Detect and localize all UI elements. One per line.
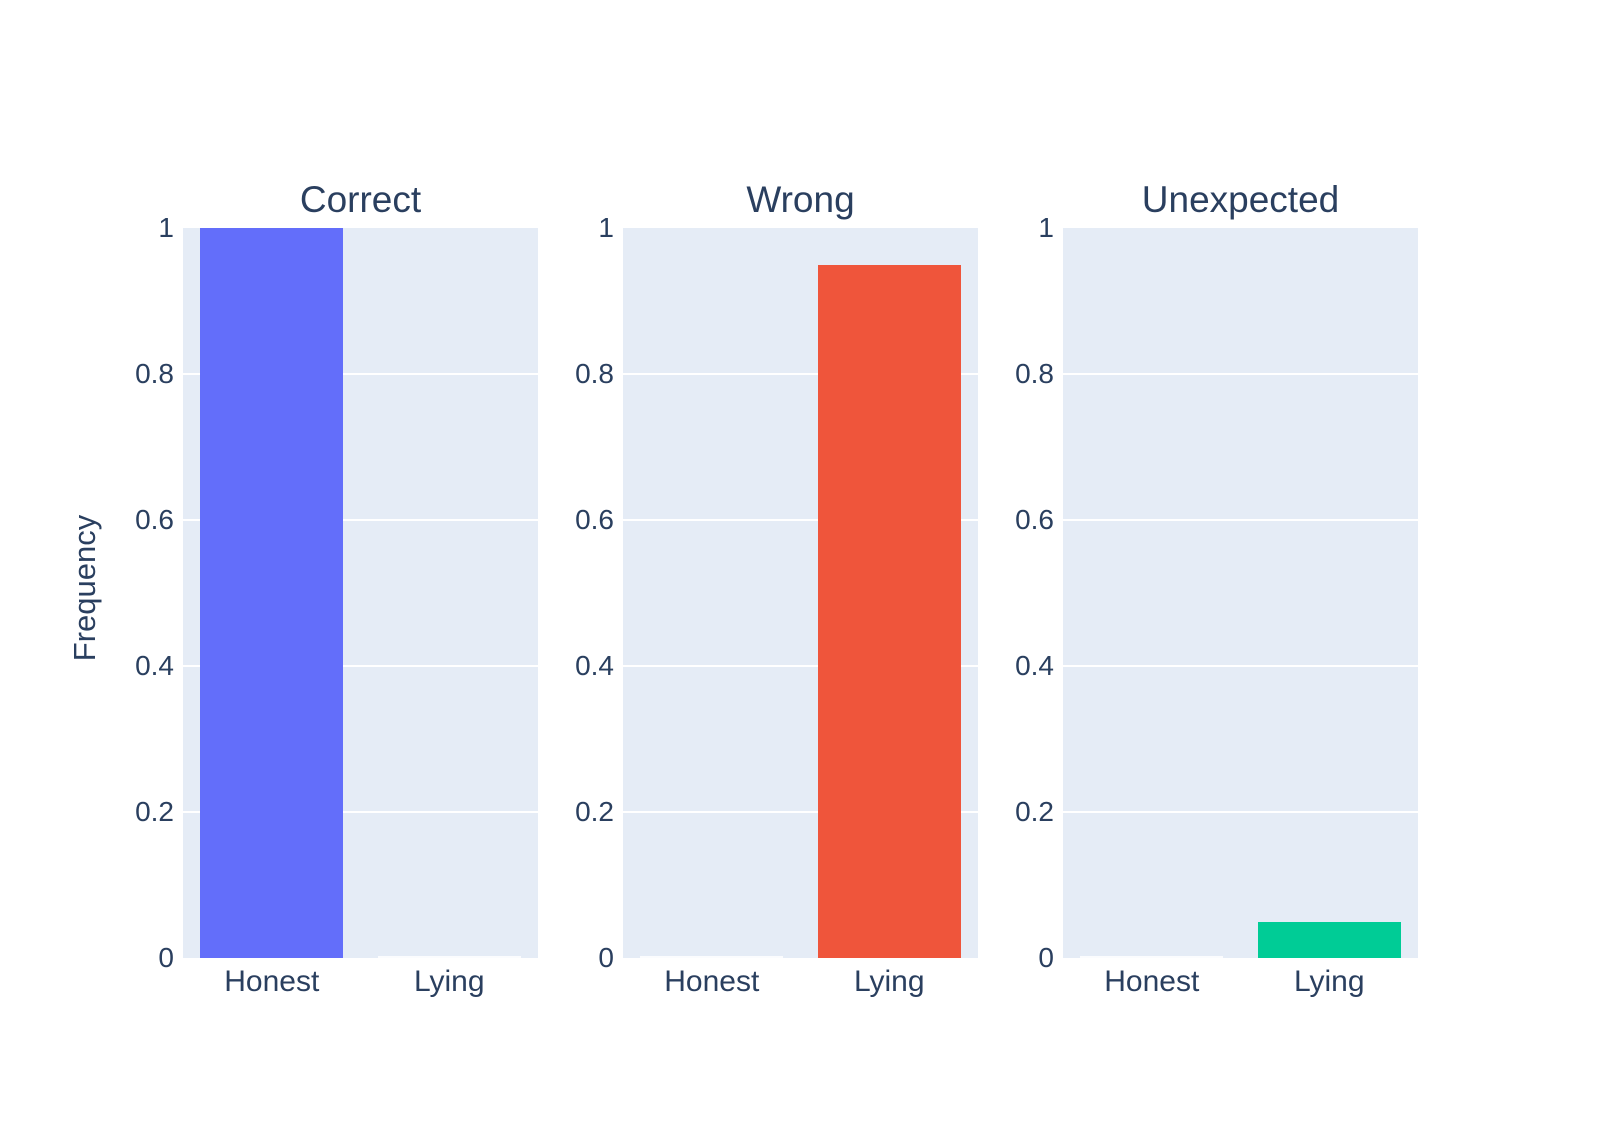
gridline (183, 519, 538, 521)
plot-area (1063, 228, 1418, 958)
gridline (623, 665, 978, 667)
subplot-title: Correct (299, 179, 422, 220)
gridline (183, 665, 538, 667)
gridline (623, 811, 978, 813)
bar-honest (640, 956, 784, 958)
subplot-unexpected: Unexpected 0 0.2 0.4 0.6 0.8 1 Honest Lying (1015, 180, 1418, 997)
y-tick-label: 0.2 (1015, 796, 1054, 827)
y-tick-label: 0.8 (135, 358, 174, 389)
subplot-title: Unexpected (1141, 179, 1340, 220)
y-tick-label: 0.6 (135, 504, 174, 535)
y-tick-label: 0.8 (575, 358, 614, 389)
subplot-correct: Correct 0 0.2 0.4 0.6 0.8 1 Honest Lying (135, 180, 538, 997)
y-tick-label: 0 (1038, 942, 1054, 973)
bar-lying (377, 956, 521, 958)
y-tick-label: 1 (598, 212, 614, 243)
y-tick-label: 0 (158, 942, 174, 973)
y-axis-title: Frequency (67, 514, 102, 662)
subplot-wrong: Wrong 0 0.2 0.4 0.6 0.8 1 Honest Lying (575, 180, 978, 997)
y-tick-label: 0.4 (575, 650, 614, 681)
bar-lying (817, 264, 961, 958)
y-tick-label: 0.4 (1015, 650, 1054, 681)
y-tick-label: 0 (598, 942, 614, 973)
gridline (623, 373, 978, 375)
x-tick-label: Lying (1293, 965, 1365, 998)
x-tick-label: Lying (413, 965, 485, 998)
gridline (1063, 665, 1418, 667)
y-tick-label: 1 (1038, 212, 1054, 243)
x-tick-label: Honest (224, 965, 320, 998)
gridline (1063, 373, 1418, 375)
y-tick-label: 0.6 (1015, 504, 1054, 535)
bar-honest (200, 228, 344, 958)
gridline (183, 373, 538, 375)
plot-area (183, 228, 538, 958)
y-tick-label: 0.8 (1015, 358, 1054, 389)
y-tick-label: 0.4 (135, 650, 174, 681)
y-tick-label: 1 (158, 212, 174, 243)
gridline (183, 811, 538, 813)
bar-honest (1080, 956, 1224, 958)
y-tick-label: 0.2 (135, 796, 174, 827)
gridline (1063, 811, 1418, 813)
subplot-title: Wrong (746, 179, 855, 220)
y-tick-label: 0.6 (575, 504, 614, 535)
y-tick-label: 0.2 (575, 796, 614, 827)
bar-lying (1257, 921, 1401, 958)
gridline (623, 519, 978, 521)
x-tick-label: Honest (1104, 965, 1200, 998)
plot-area (623, 228, 978, 958)
x-tick-label: Honest (664, 965, 760, 998)
x-tick-label: Lying (853, 965, 925, 998)
gridline (1063, 519, 1418, 521)
